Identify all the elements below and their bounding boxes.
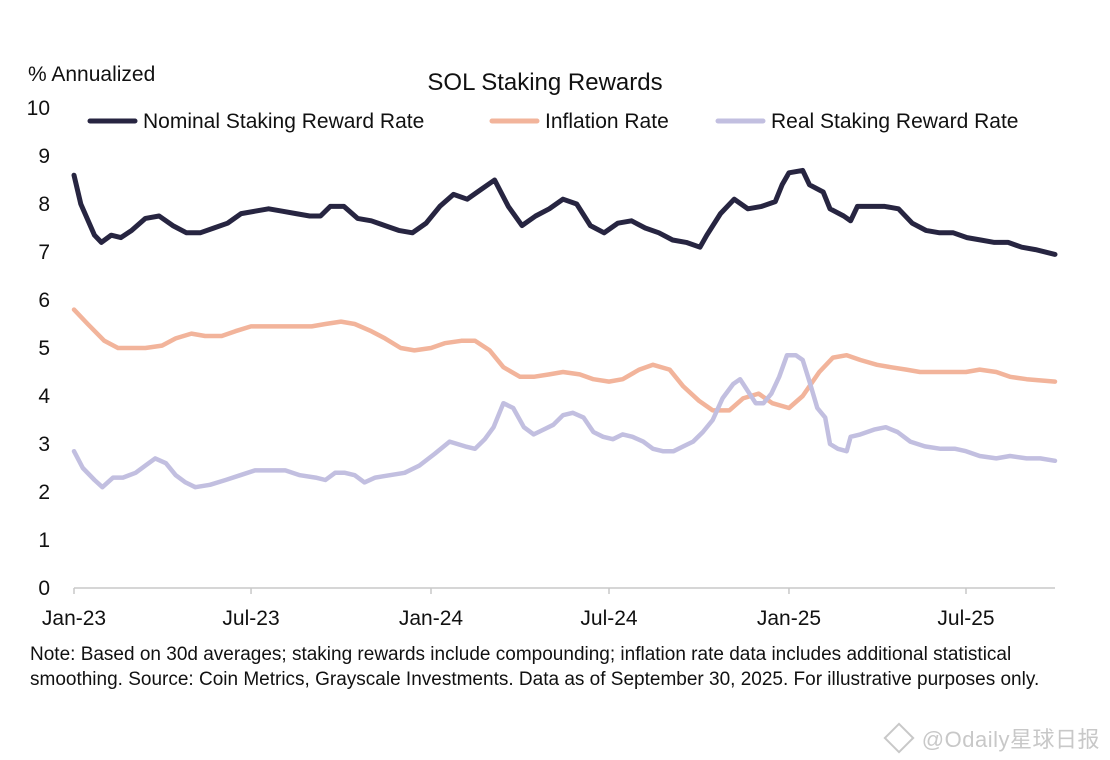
y-tick-label: 8 xyxy=(38,193,50,216)
y-tick-label: 6 xyxy=(38,289,50,312)
y-tick-label: 10 xyxy=(27,97,50,120)
chart-area: SOL Staking Rewards % Annualized 0 1 2 3 4 5 6 7 8… xyxy=(27,63,1058,630)
chart-note: Note: Based on 30d averages; staking rew… xyxy=(30,644,1040,690)
x-tick-label: Jan-25 xyxy=(757,607,821,630)
watermark-text: @Odaily星球日报 xyxy=(921,727,1100,752)
y-tick-label: 5 xyxy=(38,337,50,360)
series-line-nominal-staking-reward-rate xyxy=(71,167,1058,257)
legend-label: Inflation Rate xyxy=(545,110,669,133)
series-line-real-staking-reward-rate xyxy=(71,352,1058,490)
x-tick-label: Jan-23 xyxy=(42,607,106,630)
x-tick-label: Jan-24 xyxy=(399,607,464,630)
y-tick-label: 9 xyxy=(38,145,50,168)
legend-label: Real Staking Reward Rate xyxy=(771,110,1018,133)
x-tick-label: Jul-23 xyxy=(222,607,279,630)
y-tick-label: 3 xyxy=(38,433,50,456)
x-tick-label: Jul-25 xyxy=(937,607,994,630)
y-tick-label: 1 xyxy=(38,529,50,552)
chart-title: SOL Staking Rewards xyxy=(427,69,662,96)
watermark: @Odaily星球日报 xyxy=(883,722,1100,754)
y-tick-label: 0 xyxy=(38,577,50,600)
x-tick-label: Jul-24 xyxy=(580,607,638,630)
series-line-inflation-rate xyxy=(71,307,1058,413)
y-axis-label: % Annualized xyxy=(28,63,155,86)
y-tick-label: 7 xyxy=(38,241,50,264)
y-tick-label: 2 xyxy=(38,481,50,504)
legend-label: Nominal Staking Reward Rate xyxy=(143,110,424,133)
y-tick-label: 4 xyxy=(38,385,50,408)
odaily-logo-icon xyxy=(883,722,915,754)
